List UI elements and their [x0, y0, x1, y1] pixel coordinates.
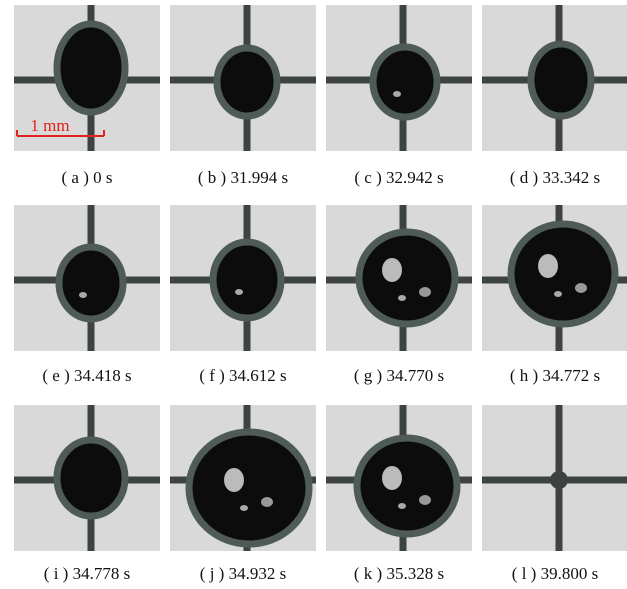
bubble [538, 254, 558, 278]
bubble [240, 505, 248, 511]
panel [170, 205, 316, 351]
bubble [235, 289, 243, 295]
bubble [382, 258, 402, 282]
bubble [261, 497, 273, 507]
panel [326, 405, 472, 551]
bubble [382, 466, 402, 490]
panel [14, 405, 160, 551]
droplet [511, 224, 615, 324]
bubble [398, 295, 406, 301]
bubble [554, 291, 562, 297]
droplet [57, 24, 125, 112]
droplet [57, 440, 125, 516]
droplet [59, 247, 123, 319]
caption: ( l ) 39.800 s [512, 564, 598, 583]
caption: ( j ) 34.932 s [200, 564, 286, 583]
panel [482, 205, 627, 351]
caption: ( h ) 34.772 s [510, 366, 600, 385]
caption: ( c ) 32.942 s [354, 168, 443, 187]
bubble [419, 287, 431, 297]
bubble [393, 91, 401, 97]
scale-bar-label: 1 mm [30, 116, 69, 135]
figure: ( a ) 0 s ( b ) 31.994 s ( c ) 32.942 s ( d… [0, 0, 627, 589]
bubble [79, 292, 87, 298]
caption: ( a ) 0 s [62, 168, 113, 187]
bubble [575, 283, 587, 293]
caption: ( f ) 34.612 s [199, 366, 286, 385]
panel [482, 5, 627, 151]
panel [326, 205, 472, 351]
panel [170, 5, 316, 151]
panel [14, 205, 160, 351]
caption: ( d ) 33.342 s [510, 168, 600, 187]
droplet [531, 44, 591, 116]
droplet [359, 232, 455, 324]
junction [550, 471, 568, 489]
droplet [357, 438, 457, 534]
bubble [224, 468, 244, 492]
droplet [373, 47, 437, 117]
droplet [213, 242, 281, 318]
caption: ( i ) 34.778 s [44, 564, 130, 583]
caption: ( e ) 34.418 s [42, 366, 131, 385]
droplet [189, 432, 309, 544]
caption: ( k ) 35.328 s [354, 564, 444, 583]
bubble [398, 503, 406, 509]
panel [326, 5, 472, 151]
caption: ( g ) 34.770 s [354, 366, 444, 385]
droplet [217, 48, 277, 116]
panel [482, 405, 627, 551]
caption: ( b ) 31.994 s [198, 168, 288, 187]
bubble [419, 495, 431, 505]
panel [170, 405, 316, 551]
